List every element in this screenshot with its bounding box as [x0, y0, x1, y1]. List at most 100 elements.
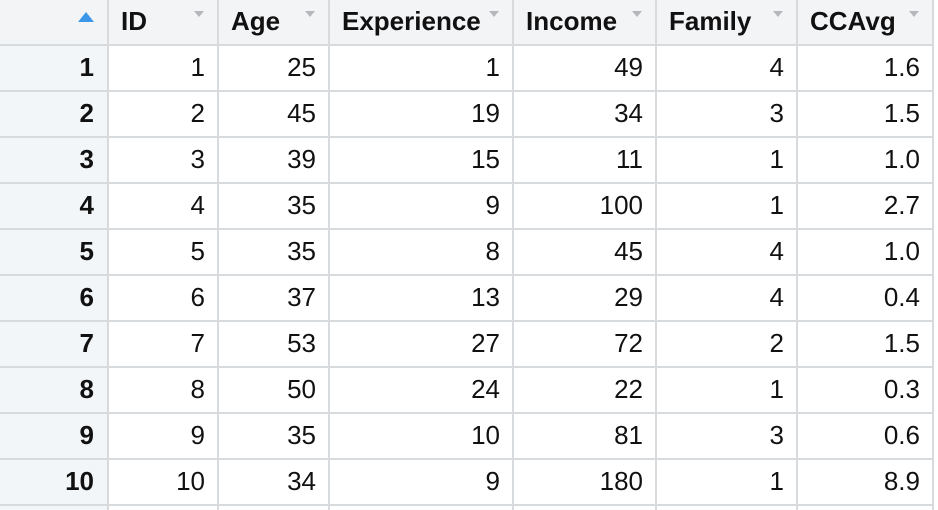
table-row-partial	[0, 506, 934, 510]
header-cell-experience[interactable]: Experience	[330, 0, 514, 46]
table-row: 10 10 34 9 180 1 8.9	[0, 460, 934, 506]
table-row: 3 3 39 15 11 1 1.0	[0, 138, 934, 184]
row-index-cell: 5	[0, 230, 109, 276]
sort-both-icon	[622, 11, 642, 44]
header-cell-age[interactable]: Age	[219, 0, 330, 46]
header-cell-family[interactable]: Family	[657, 0, 798, 46]
row-index-cell: 3	[0, 138, 109, 184]
data-cell: 2	[109, 92, 219, 138]
header-label: Age	[231, 6, 281, 36]
header-cell-income[interactable]: Income	[514, 0, 657, 46]
table-header-row: ID Age Experience Income Family CCAvg	[0, 0, 934, 46]
data-cell: 49	[514, 46, 657, 92]
table-row: 4 4 35 9 100 1 2.7	[0, 184, 934, 230]
data-cell: 1	[657, 460, 798, 506]
data-cell: 72	[514, 322, 657, 368]
data-cell: 45	[514, 230, 657, 276]
header-cell-row-index[interactable]	[0, 0, 109, 46]
header-label: ID	[121, 6, 147, 36]
data-cell: 35	[219, 414, 330, 460]
data-cell: 1	[109, 46, 219, 92]
data-cell: 53	[219, 322, 330, 368]
data-cell: 1	[657, 368, 798, 414]
data-cell: 2.7	[798, 184, 934, 230]
data-cell	[798, 506, 934, 510]
data-cell: 35	[219, 230, 330, 276]
row-index-cell: 8	[0, 368, 109, 414]
sort-both-icon	[899, 11, 919, 44]
header-label: Experience	[342, 6, 481, 36]
sort-both-icon	[184, 11, 204, 44]
header-cell-id[interactable]: ID	[109, 0, 219, 46]
data-cell: 3	[657, 414, 798, 460]
data-cell: 1.6	[798, 46, 934, 92]
data-cell: 81	[514, 414, 657, 460]
table-row: 7 7 53 27 72 2 1.5	[0, 322, 934, 368]
data-cell: 180	[514, 460, 657, 506]
data-cell: 9	[330, 184, 514, 230]
data-cell: 1.5	[798, 322, 934, 368]
header-label: Family	[669, 6, 752, 36]
data-cell: 8	[109, 368, 219, 414]
table-row: 9 9 35 10 81 3 0.6	[0, 414, 934, 460]
data-cell: 35	[219, 184, 330, 230]
header-label: CCAvg	[810, 6, 896, 36]
row-index-cell	[0, 506, 109, 510]
data-cell: 3	[657, 92, 798, 138]
data-cell: 0.4	[798, 276, 934, 322]
data-cell: 22	[514, 368, 657, 414]
sort-ascending-icon	[78, 12, 94, 22]
data-cell	[219, 506, 330, 510]
data-cell: 10	[109, 460, 219, 506]
data-cell: 29	[514, 276, 657, 322]
table-row: 1 1 25 1 49 4 1.6	[0, 46, 934, 92]
data-cell: 2	[657, 322, 798, 368]
data-cell: 15	[330, 138, 514, 184]
data-cell	[109, 506, 219, 510]
table-row: 6 6 37 13 29 4 0.4	[0, 276, 934, 322]
data-cell: 25	[219, 46, 330, 92]
data-cell: 0.3	[798, 368, 934, 414]
data-cell: 9	[109, 414, 219, 460]
data-cell: 24	[330, 368, 514, 414]
row-index-cell: 6	[0, 276, 109, 322]
data-cell: 45	[219, 92, 330, 138]
data-cell: 1	[330, 46, 514, 92]
sort-both-icon	[295, 11, 315, 44]
data-cell: 3	[109, 138, 219, 184]
data-cell: 34	[219, 460, 330, 506]
header-cell-ccavg[interactable]: CCAvg	[798, 0, 934, 46]
row-index-cell: 10	[0, 460, 109, 506]
data-cell: 4	[109, 184, 219, 230]
row-index-cell: 4	[0, 184, 109, 230]
table-row: 8 8 50 24 22 1 0.3	[0, 368, 934, 414]
data-cell: 27	[330, 322, 514, 368]
row-index-cell: 7	[0, 322, 109, 368]
data-cell: 50	[219, 368, 330, 414]
data-cell: 34	[514, 92, 657, 138]
data-cell: 8	[330, 230, 514, 276]
row-index-cell: 1	[0, 46, 109, 92]
table-row: 2 2 45 19 34 3 1.5	[0, 92, 934, 138]
data-cell: 11	[514, 138, 657, 184]
table-body: 1 1 25 1 49 4 1.6 2 2 45 19 34 3 1.5 3 3…	[0, 46, 934, 506]
data-cell	[330, 506, 514, 510]
data-cell	[514, 506, 657, 510]
data-cell: 4	[657, 276, 798, 322]
data-cell: 5	[109, 230, 219, 276]
data-cell: 1.0	[798, 138, 934, 184]
data-cell: 1	[657, 184, 798, 230]
data-cell: 9	[330, 460, 514, 506]
data-cell: 13	[330, 276, 514, 322]
row-index-cell: 9	[0, 414, 109, 460]
data-cell: 1	[657, 138, 798, 184]
data-cell: 8.9	[798, 460, 934, 506]
header-label: Income	[526, 6, 618, 36]
data-cell: 37	[219, 276, 330, 322]
data-cell: 19	[330, 92, 514, 138]
data-cell: 1.5	[798, 92, 934, 138]
data-cell: 100	[514, 184, 657, 230]
data-cell: 4	[657, 230, 798, 276]
sort-both-icon	[479, 11, 499, 44]
data-cell	[657, 506, 798, 510]
